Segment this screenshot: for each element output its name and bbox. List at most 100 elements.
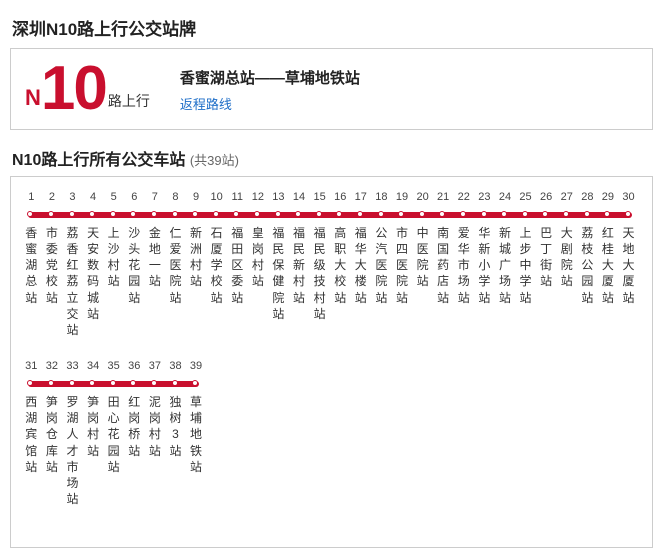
station-number: 19 — [392, 191, 413, 203]
station-name: 天地大厦站 — [618, 225, 639, 306]
station-name: 沙头花园站 — [124, 225, 145, 306]
station-name: 爱华市场站 — [453, 225, 474, 306]
station-name: 市委党校站 — [42, 225, 63, 306]
station-number: 38 — [165, 360, 186, 372]
station-dot — [192, 211, 198, 217]
station-name: 西湖宾馆站 — [21, 394, 42, 475]
stations-box: 1234567891011121314151617181920212223242… — [10, 176, 653, 549]
station-number: 27 — [556, 191, 577, 203]
station-dot — [48, 380, 54, 386]
station-dot — [625, 211, 631, 217]
station-dot — [481, 211, 487, 217]
station-name: 红岗桥站 — [124, 394, 145, 459]
station-dot — [357, 211, 363, 217]
station-number: 29 — [598, 191, 619, 203]
station-name-row-1: 香蜜湖总站市委党校站荔香红荔立交站天安数码城站上沙村站沙头花园站金地一站仁爱医院… — [21, 225, 642, 338]
station-number: 33 — [62, 360, 83, 372]
station-dot — [398, 211, 404, 217]
station-dot — [69, 380, 75, 386]
station-name: 大剧院站 — [556, 225, 577, 290]
route-info: 香蜜湖总站——草埔地铁站 返程路线 — [180, 61, 360, 113]
station-name: 福田区委站 — [227, 225, 248, 306]
station-number: 9 — [186, 191, 207, 203]
station-number: 15 — [309, 191, 330, 203]
station-name: 新城广场站 — [495, 225, 516, 306]
station-number: 13 — [268, 191, 289, 203]
station-name: 仁爱医院站 — [165, 225, 186, 306]
station-name: 罗湖人才市场站 — [62, 394, 83, 507]
station-name: 福民新村站 — [289, 225, 310, 306]
station-number-row-2: 313233343536373839 — [21, 360, 642, 372]
station-name-row-2: 西湖宾馆站笋岗仓库站罗湖人才市场站笋岗村站田心花园站红岗桥站泥岗村站独树3站草埔… — [21, 394, 642, 507]
station-dot — [89, 211, 95, 217]
station-number: 22 — [453, 191, 474, 203]
station-number: 4 — [83, 191, 104, 203]
station-name: 荔枝公园站 — [577, 225, 598, 306]
return-route-link[interactable]: 返程路线 — [180, 94, 360, 113]
station-dot — [172, 380, 178, 386]
stations-title-text: N10路上行所有公交车站 — [12, 152, 185, 169]
station-name: 荔香红荔立交站 — [62, 225, 83, 338]
station-number: 17 — [351, 191, 372, 203]
station-dot — [275, 211, 281, 217]
station-name: 福民保健院站 — [268, 225, 289, 322]
station-number: 30 — [618, 191, 639, 203]
station-dot — [151, 211, 157, 217]
station-name: 华新小学站 — [474, 225, 495, 306]
station-number: 37 — [145, 360, 166, 372]
station-name: 新洲村站 — [186, 225, 207, 290]
station-dot — [584, 211, 590, 217]
station-name: 田心花园站 — [103, 394, 124, 475]
station-name: 笋岗仓库站 — [42, 394, 63, 475]
station-number: 7 — [145, 191, 166, 203]
station-name: 福民级技村站 — [309, 225, 330, 322]
station-name: 公汽医院站 — [371, 225, 392, 306]
station-number: 35 — [103, 360, 124, 372]
station-number: 8 — [165, 191, 186, 203]
station-dot — [563, 211, 569, 217]
station-number: 25 — [515, 191, 536, 203]
station-dot — [213, 211, 219, 217]
station-dot — [501, 211, 507, 217]
station-name: 皇岗村站 — [248, 225, 269, 290]
station-name: 红桂大厦站 — [598, 225, 619, 306]
station-number: 24 — [495, 191, 516, 203]
station-number: 26 — [536, 191, 557, 203]
station-number: 11 — [227, 191, 248, 203]
station-number: 2 — [42, 191, 63, 203]
station-name: 上步中学站 — [515, 225, 536, 306]
station-number: 14 — [289, 191, 310, 203]
station-dot — [295, 211, 301, 217]
page-title: 深圳N10路上行公交站牌 — [12, 15, 653, 40]
station-number: 10 — [206, 191, 227, 203]
station-number: 3 — [62, 191, 83, 203]
station-name: 上沙村站 — [103, 225, 124, 290]
stations-count: (共39站) — [190, 153, 239, 168]
station-dot — [151, 380, 157, 386]
station-name: 南国药店站 — [433, 225, 454, 306]
station-number: 16 — [330, 191, 351, 203]
route-terminals: 香蜜湖总站——草埔地铁站 — [180, 67, 360, 88]
station-number: 5 — [103, 191, 124, 203]
station-number: 28 — [577, 191, 598, 203]
station-number: 34 — [83, 360, 104, 372]
station-number: 31 — [21, 360, 42, 372]
badge-prefix: N — [25, 87, 41, 109]
badge-number: 10 — [41, 61, 106, 117]
route-badge: N 10 路上行 — [25, 61, 150, 117]
station-number: 32 — [42, 360, 63, 372]
station-dot — [419, 211, 425, 217]
station-dot — [460, 211, 466, 217]
station-name: 中医院站 — [412, 225, 433, 290]
station-number: 23 — [474, 191, 495, 203]
station-dot — [69, 211, 75, 217]
station-line-row-2 — [21, 378, 642, 390]
station-name: 石厦学校站 — [206, 225, 227, 306]
station-name: 独树3站 — [165, 394, 186, 459]
station-number: 18 — [371, 191, 392, 203]
station-line-row-1 — [21, 209, 642, 221]
station-number: 6 — [124, 191, 145, 203]
station-dot — [172, 211, 178, 217]
station-dot — [48, 211, 54, 217]
route-header-box: N 10 路上行 香蜜湖总站——草埔地铁站 返程路线 — [10, 48, 653, 130]
